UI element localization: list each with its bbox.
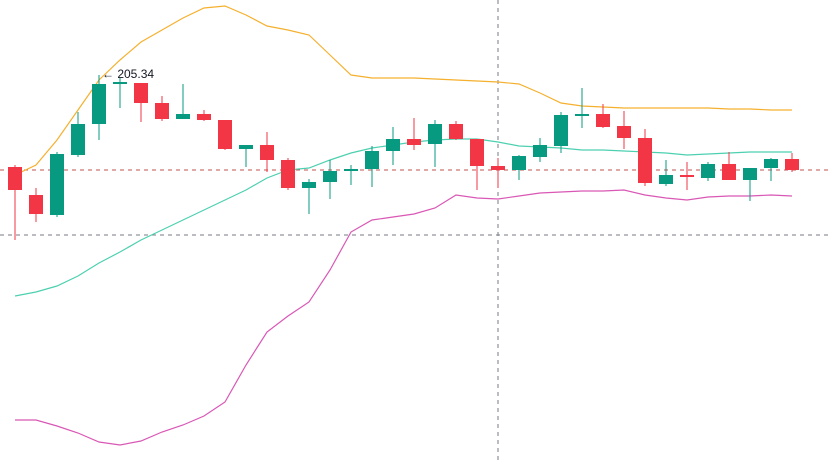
candle-body (71, 124, 85, 155)
candle-body (554, 115, 568, 146)
candle-body (197, 114, 211, 120)
candle-body (449, 124, 463, 139)
candle-body (386, 139, 400, 151)
max-annotation: ← 205.34 (102, 67, 154, 81)
candle-body (218, 120, 232, 149)
band-line (14, 5, 792, 176)
candle-body (701, 164, 715, 178)
candle-body (260, 145, 274, 160)
candle-body (50, 154, 64, 215)
candle-body (302, 182, 316, 188)
candle-body (239, 145, 253, 149)
candle-body (134, 83, 148, 103)
candle-body (113, 82, 127, 84)
candle-body (176, 114, 190, 119)
candle-body (281, 160, 295, 188)
candle-body (407, 139, 421, 145)
candle-body (638, 138, 652, 183)
candle-body (92, 84, 106, 124)
candle-body (470, 139, 484, 166)
band-line (15, 189, 793, 446)
candle-body (680, 175, 694, 177)
candle-body (512, 156, 526, 170)
band-line (14, 138, 792, 297)
candle-body (722, 164, 736, 180)
candle-body (743, 168, 757, 180)
candle-body (323, 171, 337, 182)
candle-body (659, 175, 673, 184)
candle-body (617, 126, 631, 138)
candle-body (428, 124, 442, 144)
candle-body (8, 167, 22, 190)
candle-body (596, 114, 610, 127)
candle-body (785, 159, 799, 170)
candle-body (764, 159, 778, 168)
candle-body (575, 114, 589, 116)
candle-body (365, 151, 379, 169)
candle-body (533, 145, 547, 157)
candle-body (29, 195, 43, 214)
candle-body (491, 166, 505, 170)
candle-body (155, 103, 169, 119)
candle-body (344, 169, 358, 171)
